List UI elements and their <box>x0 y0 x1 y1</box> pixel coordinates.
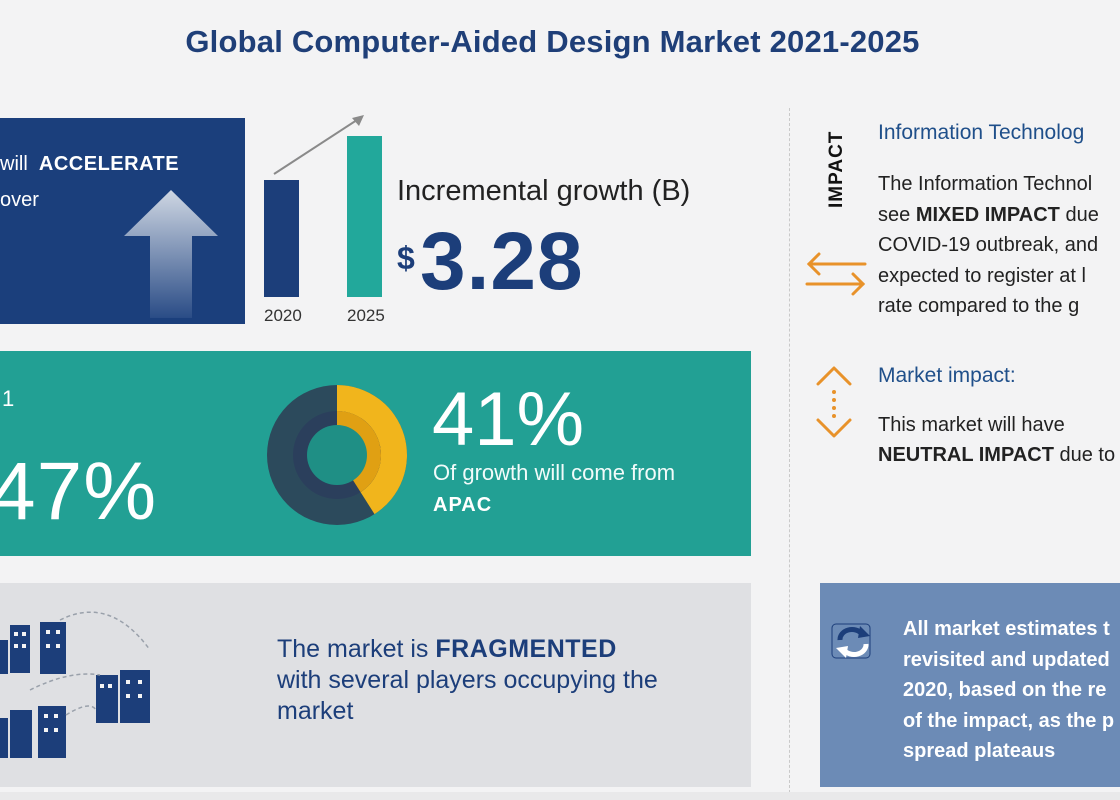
fragmented-bold: FRAGMENTED <box>435 635 617 663</box>
currency-symbol: $ <box>397 240 415 276</box>
up-arrow-icon <box>124 190 218 318</box>
incremental-growth-label: Incremental growth (B) <box>397 175 691 207</box>
it-line1: The Information Technol <box>878 173 1093 195</box>
svg-text:IMPACT: IMPACT <box>826 131 847 208</box>
market-impact-heading: Market impact: <box>878 364 1016 387</box>
neutral-impact: NEUTRAL IMPACT <box>878 444 1054 466</box>
bar-2025 <box>347 136 382 297</box>
growth-from-label: Of growth will come from <box>433 460 676 485</box>
exchange-arrows-icon <box>805 252 867 296</box>
buildings-icon <box>0 611 151 758</box>
estimates-line5: spread plateaus <box>903 740 1056 762</box>
it-line2-prefix: see <box>878 203 911 226</box>
market-impact-suffix: due to <box>1059 444 1116 466</box>
accelerate-prefix: will <box>0 153 28 175</box>
growth-trend-arrow-icon <box>273 115 364 175</box>
estimates-line4: of the impact, as the p <box>903 709 1115 732</box>
estimates-text: All market estimates t revisited and upd… <box>903 614 1114 767</box>
incremental-growth-value: 3.28 <box>420 216 584 307</box>
estimates-panel <box>820 583 1120 787</box>
accelerate-panel <box>0 118 245 324</box>
impact-vertical-label: IMPACT <box>826 131 847 208</box>
expand-arrows-icon <box>816 366 852 438</box>
accelerate-line2: over <box>0 189 39 211</box>
region-label: APAC <box>433 494 493 516</box>
estimates-line3: 2020, based on the re <box>903 679 1107 701</box>
page-title: Global Computer-Aided Design Market 2021… <box>185 24 920 59</box>
column-divider <box>789 108 790 798</box>
year-2020-label: 2020 <box>264 306 302 325</box>
year-2025-label: 2025 <box>347 306 385 325</box>
apac-percentage: 41% <box>432 377 585 462</box>
band-left-fragment: 1 <box>2 386 15 411</box>
estimates-line1: All market estimates t <box>903 618 1110 640</box>
it-mixed-impact: MIXED IMPACT <box>915 203 1060 226</box>
fragmented-text: The market is FRAGMENTED with several pl… <box>277 634 658 727</box>
donut-hole <box>307 425 367 485</box>
it-line2-suffix: due <box>1065 203 1099 226</box>
it-line5: rate compared to the g <box>878 295 1080 317</box>
fragmented-line3: market <box>277 697 354 725</box>
it-line4: expected to register at l <box>878 264 1086 287</box>
fragmented-prefix: The market is <box>277 635 429 663</box>
it-line3: COVID-19 outbreak, and <box>878 234 1099 256</box>
left-percentage: 47% <box>0 446 158 537</box>
estimates-line2: revisited and updated <box>903 648 1110 671</box>
fragmented-line2: with several players occupying the <box>277 666 658 694</box>
it-body: The Information Technol see MIXED IMPACT… <box>878 169 1099 322</box>
accelerate-text: will ACCELERATE over <box>0 146 179 218</box>
bottom-strip <box>0 792 1120 800</box>
apac-donut-chart <box>267 385 407 525</box>
refresh-icon <box>831 623 871 659</box>
accelerate-bold: ACCELERATE <box>38 153 180 175</box>
market-impact-line1: This market will have <box>878 414 1065 436</box>
market-impact-body: This market will have NEUTRAL IMPACT due… <box>878 410 1115 470</box>
bar-2020 <box>264 180 299 297</box>
it-heading: Information Technolog <box>878 121 1085 144</box>
